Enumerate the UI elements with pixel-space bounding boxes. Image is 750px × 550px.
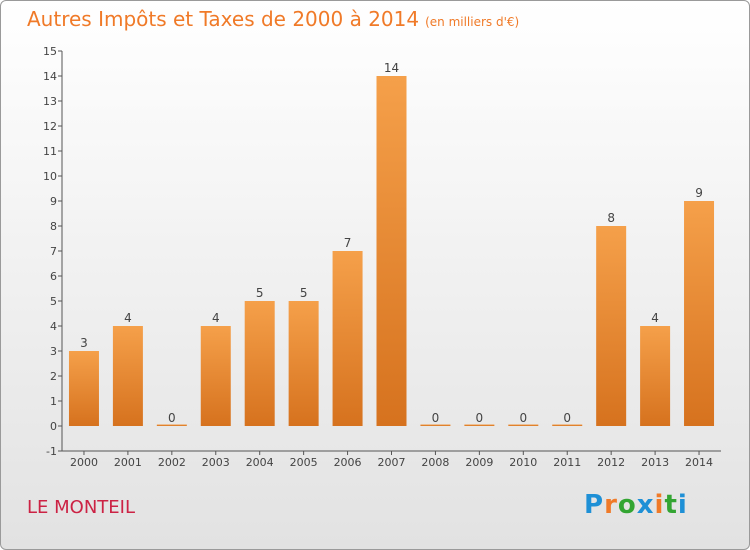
logo-letter: x	[636, 490, 655, 520]
bar	[552, 424, 583, 426]
bar	[420, 424, 451, 426]
bar-value-label: 0	[476, 411, 484, 425]
bar	[112, 326, 143, 426]
x-tick-label: 2000	[70, 456, 98, 469]
y-tick-label: 0	[50, 420, 57, 433]
x-tick-label: 2005	[290, 456, 318, 469]
y-tick-label: 13	[43, 95, 57, 108]
bar	[376, 76, 407, 426]
bar-value-label: 5	[300, 286, 308, 300]
x-tick-label: 2012	[597, 456, 625, 469]
y-tick-label: 7	[50, 245, 57, 258]
bar	[156, 424, 187, 426]
x-tick-label: 2002	[158, 456, 186, 469]
y-tick-label: 10	[43, 170, 57, 183]
y-tick-label: 11	[43, 145, 57, 158]
bar-value-label: 4	[212, 311, 220, 325]
bar	[68, 351, 99, 426]
y-tick-label: 12	[43, 120, 57, 133]
logo-letter: i	[677, 490, 688, 520]
logo-letter: o	[617, 490, 637, 520]
bar-value-label: 7	[344, 236, 352, 250]
y-tick-label: 4	[50, 320, 57, 333]
y-tick-label: 1	[50, 395, 57, 408]
bar-value-label: 4	[124, 311, 132, 325]
bar-value-label: 0	[519, 411, 527, 425]
x-tick-label: 2006	[334, 456, 362, 469]
x-tick-label: 2004	[246, 456, 274, 469]
bar	[464, 424, 495, 426]
y-tick-label: 2	[50, 370, 57, 383]
y-tick-label: 14	[43, 70, 57, 83]
x-tick-label: 2008	[421, 456, 449, 469]
x-tick-label: 2011	[553, 456, 581, 469]
y-tick-label: 15	[43, 45, 57, 58]
chart-unit: (en milliers d'€)	[425, 15, 520, 29]
y-tick-label: 3	[50, 345, 57, 358]
y-tick-label: -1	[46, 445, 57, 458]
bar-value-label: 14	[384, 61, 399, 75]
bar	[244, 301, 275, 426]
y-tick-label: 6	[50, 270, 57, 283]
bar-value-label: 0	[168, 411, 176, 425]
proxiti-logo: Proxiti	[584, 490, 688, 520]
x-tick-label: 2009	[465, 456, 493, 469]
bar-value-label: 5	[256, 286, 264, 300]
bar-value-label: 0	[563, 411, 571, 425]
x-tick-label: 2010	[509, 456, 537, 469]
x-tick-label: 2001	[114, 456, 142, 469]
logo-letter: r	[604, 490, 618, 520]
bar	[684, 201, 715, 426]
bar-value-label: 9	[695, 186, 703, 200]
y-tick-label: 8	[50, 220, 57, 233]
bar	[200, 326, 231, 426]
x-tick-label: 2003	[202, 456, 230, 469]
bar	[596, 226, 627, 426]
logo-letter: i	[654, 490, 665, 520]
bar-value-label: 8	[607, 211, 615, 225]
chart-title: Autres Impôts et Taxes de 2000 à 2014 (en…	[27, 7, 519, 31]
bar	[508, 424, 539, 426]
logo-letter: P	[584, 490, 605, 520]
commune-name: LE MONTEIL	[27, 497, 135, 518]
y-tick-label: 5	[50, 295, 57, 308]
bar-value-label: 4	[651, 311, 659, 325]
bar	[288, 301, 319, 426]
chart-title-text: Autres Impôts et Taxes de 2000 à 2014	[27, 7, 420, 31]
bar-value-label: 3	[80, 336, 88, 350]
bar	[332, 251, 363, 426]
x-tick-label: 2014	[685, 456, 713, 469]
x-tick-label: 2013	[641, 456, 669, 469]
logo-letter: t	[664, 490, 678, 520]
bar	[640, 326, 671, 426]
x-tick-label: 2007	[378, 456, 406, 469]
y-tick-label: 9	[50, 195, 57, 208]
bar-value-label: 0	[432, 411, 440, 425]
